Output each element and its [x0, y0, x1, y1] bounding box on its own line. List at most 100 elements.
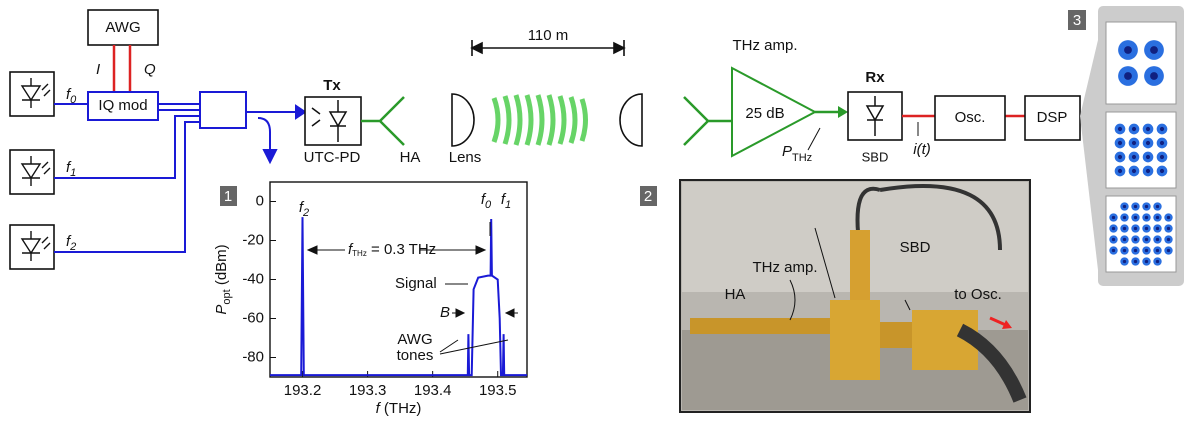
- thz-amp: THz amp.: [732, 37, 797, 54]
- constellation-frame: [1106, 22, 1176, 104]
- symbol-core: [1124, 46, 1132, 54]
- symbol-core: [1160, 155, 1164, 159]
- lens: [620, 94, 642, 146]
- x-axis-label: f (THz): [376, 400, 422, 417]
- symbol-core: [1134, 216, 1137, 219]
- symbol-core: [1118, 127, 1122, 131]
- symbol-core: [1156, 227, 1159, 230]
- callout: [1080, 40, 1098, 270]
- symbol-core: [1145, 238, 1148, 241]
- utc-pd: UTC-PD: [304, 149, 361, 166]
- x-tick-label: 193.4: [414, 382, 452, 399]
- photo-label: SBD: [900, 239, 931, 256]
- constellation-frame: [1106, 196, 1176, 272]
- symbol-core: [1134, 205, 1137, 208]
- symbol-core: [1123, 227, 1126, 230]
- symbol-core: [1132, 141, 1136, 145]
- symbol-core: [1145, 249, 1148, 252]
- symbol-core: [1145, 227, 1148, 230]
- symbol-core: [1123, 238, 1126, 241]
- peak-label-sub: 0: [485, 199, 492, 211]
- q-label: Q: [144, 61, 156, 78]
- distance: 110 m: [528, 27, 569, 44]
- photo-label: THz amp.: [752, 259, 817, 276]
- symbol-core: [1156, 216, 1159, 219]
- laser-label: f2: [66, 233, 76, 253]
- ha: HA: [400, 149, 421, 166]
- tone-pointer: [440, 340, 508, 354]
- symbol-core: [1134, 260, 1137, 263]
- symbol-core: [1156, 205, 1159, 208]
- symbol-core: [1160, 169, 1164, 173]
- symbol-core: [1146, 127, 1150, 131]
- symbol-core: [1118, 169, 1122, 173]
- symbol-core: [1160, 141, 1164, 145]
- y-tick-label: -80: [242, 348, 264, 365]
- symbol-core: [1167, 249, 1170, 252]
- pointer: [808, 128, 820, 150]
- laser-label: f0: [66, 86, 77, 106]
- x-tick-label: 193.2: [284, 382, 322, 399]
- symbol-core: [1145, 216, 1148, 219]
- symbol-core: [1132, 127, 1136, 131]
- symbol-core: [1156, 238, 1159, 241]
- x-label-unit: (THz): [380, 400, 422, 417]
- photo-label: HA: [725, 286, 746, 303]
- symbol-core: [1150, 46, 1158, 54]
- symbol-core: [1118, 155, 1122, 159]
- waves: [494, 95, 586, 145]
- photo-label: to Osc.: [954, 286, 1002, 303]
- peak-label-sub: 1: [505, 199, 511, 211]
- peak-label: f1: [501, 191, 511, 211]
- panel-number: 1: [224, 188, 232, 205]
- arrow: [838, 106, 848, 118]
- y-tick-label: -20: [242, 231, 264, 248]
- symbol-core: [1146, 169, 1150, 173]
- panel-number: 2: [644, 188, 652, 205]
- spectrum-plot: 0 -20 -40 -60 -80 193.2 193.3 193.4 193.5 f (THz)…: [213, 182, 527, 417]
- bandwidth-arrows: [452, 309, 518, 317]
- signal-label: Signal: [395, 275, 437, 292]
- tx: Tx: [323, 77, 341, 94]
- rx: Rx: [865, 69, 885, 86]
- peak-label: f0: [481, 191, 492, 211]
- awg-tones: AWG: [397, 331, 432, 348]
- symbol-core: [1118, 141, 1122, 145]
- symbol-core: [1112, 238, 1115, 241]
- symbol-core: [1160, 127, 1164, 131]
- symbol-core: [1134, 227, 1137, 230]
- tx-box: [305, 97, 361, 145]
- i-label: I: [96, 61, 100, 78]
- current: i(t): [913, 141, 931, 158]
- symbol-core: [1134, 238, 1137, 241]
- spacing-sub: THz: [352, 249, 367, 258]
- symbol-core: [1132, 155, 1136, 159]
- gain: 25 dB: [745, 105, 784, 122]
- symbol-core: [1123, 249, 1126, 252]
- symbol-core: [1156, 260, 1159, 263]
- y-axis-label: Popt (dBm): [213, 244, 233, 314]
- laser-label: f1: [66, 159, 76, 179]
- symbol-core: [1132, 169, 1136, 173]
- spacing-rest: = 0.3 THz: [367, 241, 436, 258]
- awg: AWG: [105, 19, 140, 36]
- spacing: fTHz = 0.3 THz: [348, 241, 436, 258]
- peak-label: f2: [299, 199, 309, 219]
- y-tick-label: -40: [242, 270, 264, 287]
- symbol-core: [1123, 205, 1126, 208]
- symbol-core: [1167, 238, 1170, 241]
- x-tick-label: 193.3: [349, 382, 387, 399]
- sbd: SBD: [862, 149, 889, 164]
- awg-tones: tones: [397, 347, 434, 364]
- dsp: DSP: [1037, 109, 1068, 126]
- symbol-core: [1112, 227, 1115, 230]
- iq-mod: IQ mod: [98, 97, 147, 114]
- symbol-core: [1145, 260, 1148, 263]
- x-tick-label: 193.5: [479, 382, 517, 399]
- p-thz: PTHz: [782, 143, 812, 164]
- y-tick-label: -60: [242, 309, 264, 326]
- symbol-core: [1112, 249, 1115, 252]
- horn: [361, 97, 404, 145]
- osc: Osc.: [955, 109, 986, 126]
- panel-number: 3: [1073, 12, 1081, 29]
